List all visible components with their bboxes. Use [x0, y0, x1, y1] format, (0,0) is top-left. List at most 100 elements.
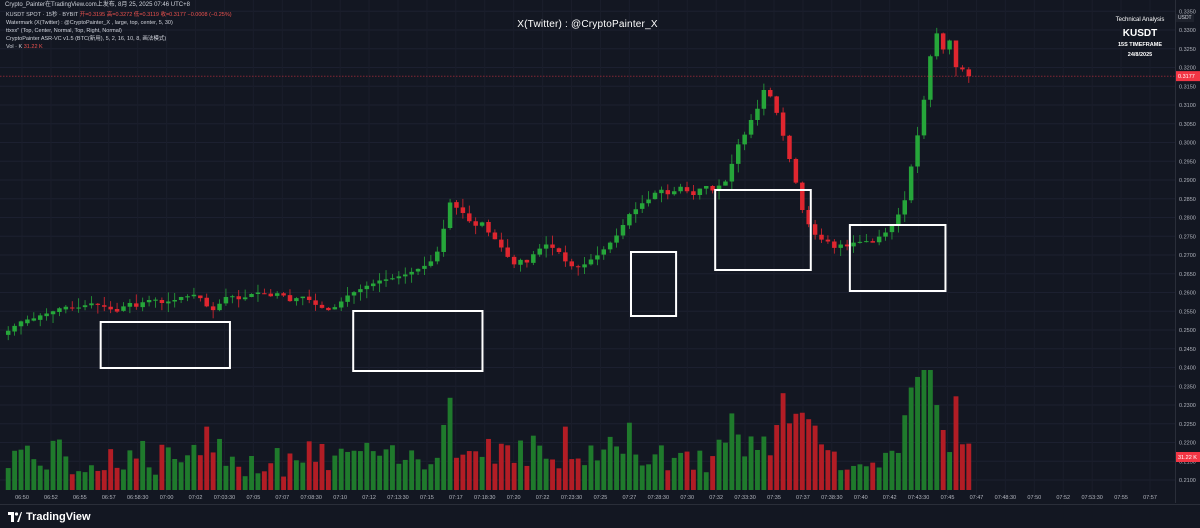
ta-label: Technical Analysis — [1115, 17, 1165, 23]
volume-bar — [210, 452, 216, 490]
price-tick-label: 0.2500 — [1179, 328, 1196, 334]
volume-bar — [652, 454, 658, 490]
candle-up — [242, 297, 248, 300]
time-tick-label: 07:03:30 — [214, 495, 235, 501]
volume-badge — [1175, 452, 1200, 462]
time-tick-label: 07:07 — [275, 495, 289, 501]
candle-down — [768, 90, 773, 97]
time-tick-label: 07:23:30 — [561, 495, 582, 501]
candle-down — [134, 303, 139, 307]
volume-bar — [588, 445, 594, 490]
volume-bar — [434, 457, 440, 490]
candle-up — [390, 278, 395, 280]
volume-bar — [748, 436, 754, 490]
candle-up — [153, 299, 158, 301]
volume-bar — [812, 425, 818, 490]
price-tick-label: 0.2400 — [1179, 366, 1196, 372]
volume-bar — [402, 459, 408, 490]
time-tick-label: 07:15 — [420, 495, 434, 501]
volume-bar — [915, 376, 920, 490]
volume-bar — [191, 444, 197, 490]
candle-up — [332, 307, 338, 310]
time-tick-label: 07:32 — [709, 495, 723, 501]
candle-up — [12, 325, 17, 332]
footer-bar: TradingView — [0, 504, 1200, 528]
volume-bar — [729, 413, 735, 490]
tradingview-logo[interactable]: TradingView — [8, 511, 91, 523]
volume-bar — [723, 442, 728, 490]
volume-bar — [767, 455, 773, 490]
volume-bar — [364, 442, 370, 490]
volume-bar — [934, 405, 940, 490]
price-axis[interactable] — [1175, 0, 1200, 503]
volume-bar — [479, 456, 485, 490]
candle-up — [435, 251, 440, 262]
volume-bar — [351, 450, 357, 490]
candle-up — [57, 308, 62, 312]
candle-down — [460, 207, 466, 213]
price-tick-label: 0.2150 — [1179, 459, 1196, 465]
candle-up — [18, 321, 24, 327]
candle-down — [108, 306, 113, 310]
candle-up — [76, 307, 81, 309]
ohlc-values: 开=0.3195 高=0.3272 低=0.3119 收=0.3177 −0.0… — [79, 12, 232, 18]
volume-bar — [377, 455, 383, 490]
candle-down — [793, 159, 799, 183]
volume-bar — [197, 455, 203, 490]
volume-bar — [819, 444, 824, 490]
candle-down — [319, 304, 325, 308]
volume-bar — [236, 466, 242, 490]
volume-bar — [159, 444, 165, 490]
candle-up — [851, 242, 856, 247]
candle-up — [864, 241, 869, 243]
volume-bar — [947, 452, 953, 490]
time-tick-label: 06:55 — [73, 495, 87, 501]
price-tick-label: 0.2300 — [1179, 403, 1196, 409]
volume-bar — [24, 445, 30, 490]
volume-bar — [332, 455, 338, 490]
candle-up — [364, 285, 370, 290]
volume-bar — [639, 465, 645, 490]
volume-badge-label: 31.22 K — [1178, 455, 1197, 461]
volume-bar — [153, 474, 158, 490]
highlight-box — [630, 251, 678, 317]
candle-up — [928, 56, 933, 100]
volume-bar — [870, 462, 876, 490]
candle-up — [736, 144, 741, 164]
volume-bar — [31, 459, 37, 490]
candle-up — [934, 33, 940, 57]
volume-bar — [37, 465, 43, 490]
time-tick-label: 07:28:30 — [648, 495, 669, 501]
candle-up — [646, 199, 651, 204]
time-tick-label: 07:45 — [941, 495, 955, 501]
candle-up — [595, 255, 600, 260]
volume-bar — [18, 449, 24, 490]
candle-down — [966, 69, 972, 77]
volume-bar — [217, 438, 222, 490]
price-tick-label: 0.3200 — [1179, 66, 1196, 72]
currency-label: USDT — [1176, 14, 1194, 22]
volume-bar — [780, 393, 786, 490]
candle-up — [447, 202, 453, 228]
candle-up — [620, 225, 626, 236]
volume-bar — [857, 464, 863, 490]
tradingview-icon — [8, 512, 22, 522]
volume-bar — [927, 370, 933, 490]
candle-up — [338, 301, 344, 308]
candle-down — [940, 33, 946, 50]
candle-up — [166, 301, 171, 304]
volume-bar — [626, 422, 632, 490]
candle-up — [902, 200, 907, 215]
candle-down — [287, 295, 293, 302]
candlestick-chart[interactable]: 0.3350 0.3300 0.3250 0.3200 0.3150 0.3100 0.30… — [0, 0, 1200, 504]
publish-header: Crypto_Painter在TradingView.com上发布, 8月 25… — [5, 2, 190, 8]
volume-bar — [313, 461, 319, 490]
candle-down — [95, 303, 101, 305]
time-tick-label: 07:42 — [883, 495, 897, 501]
volume-bar — [345, 451, 351, 490]
volume-bar — [863, 466, 869, 490]
time-tick-label: 07:57 — [1143, 495, 1157, 501]
candle-up — [876, 236, 882, 243]
volume-bar — [306, 441, 312, 490]
candle-down — [281, 293, 286, 296]
